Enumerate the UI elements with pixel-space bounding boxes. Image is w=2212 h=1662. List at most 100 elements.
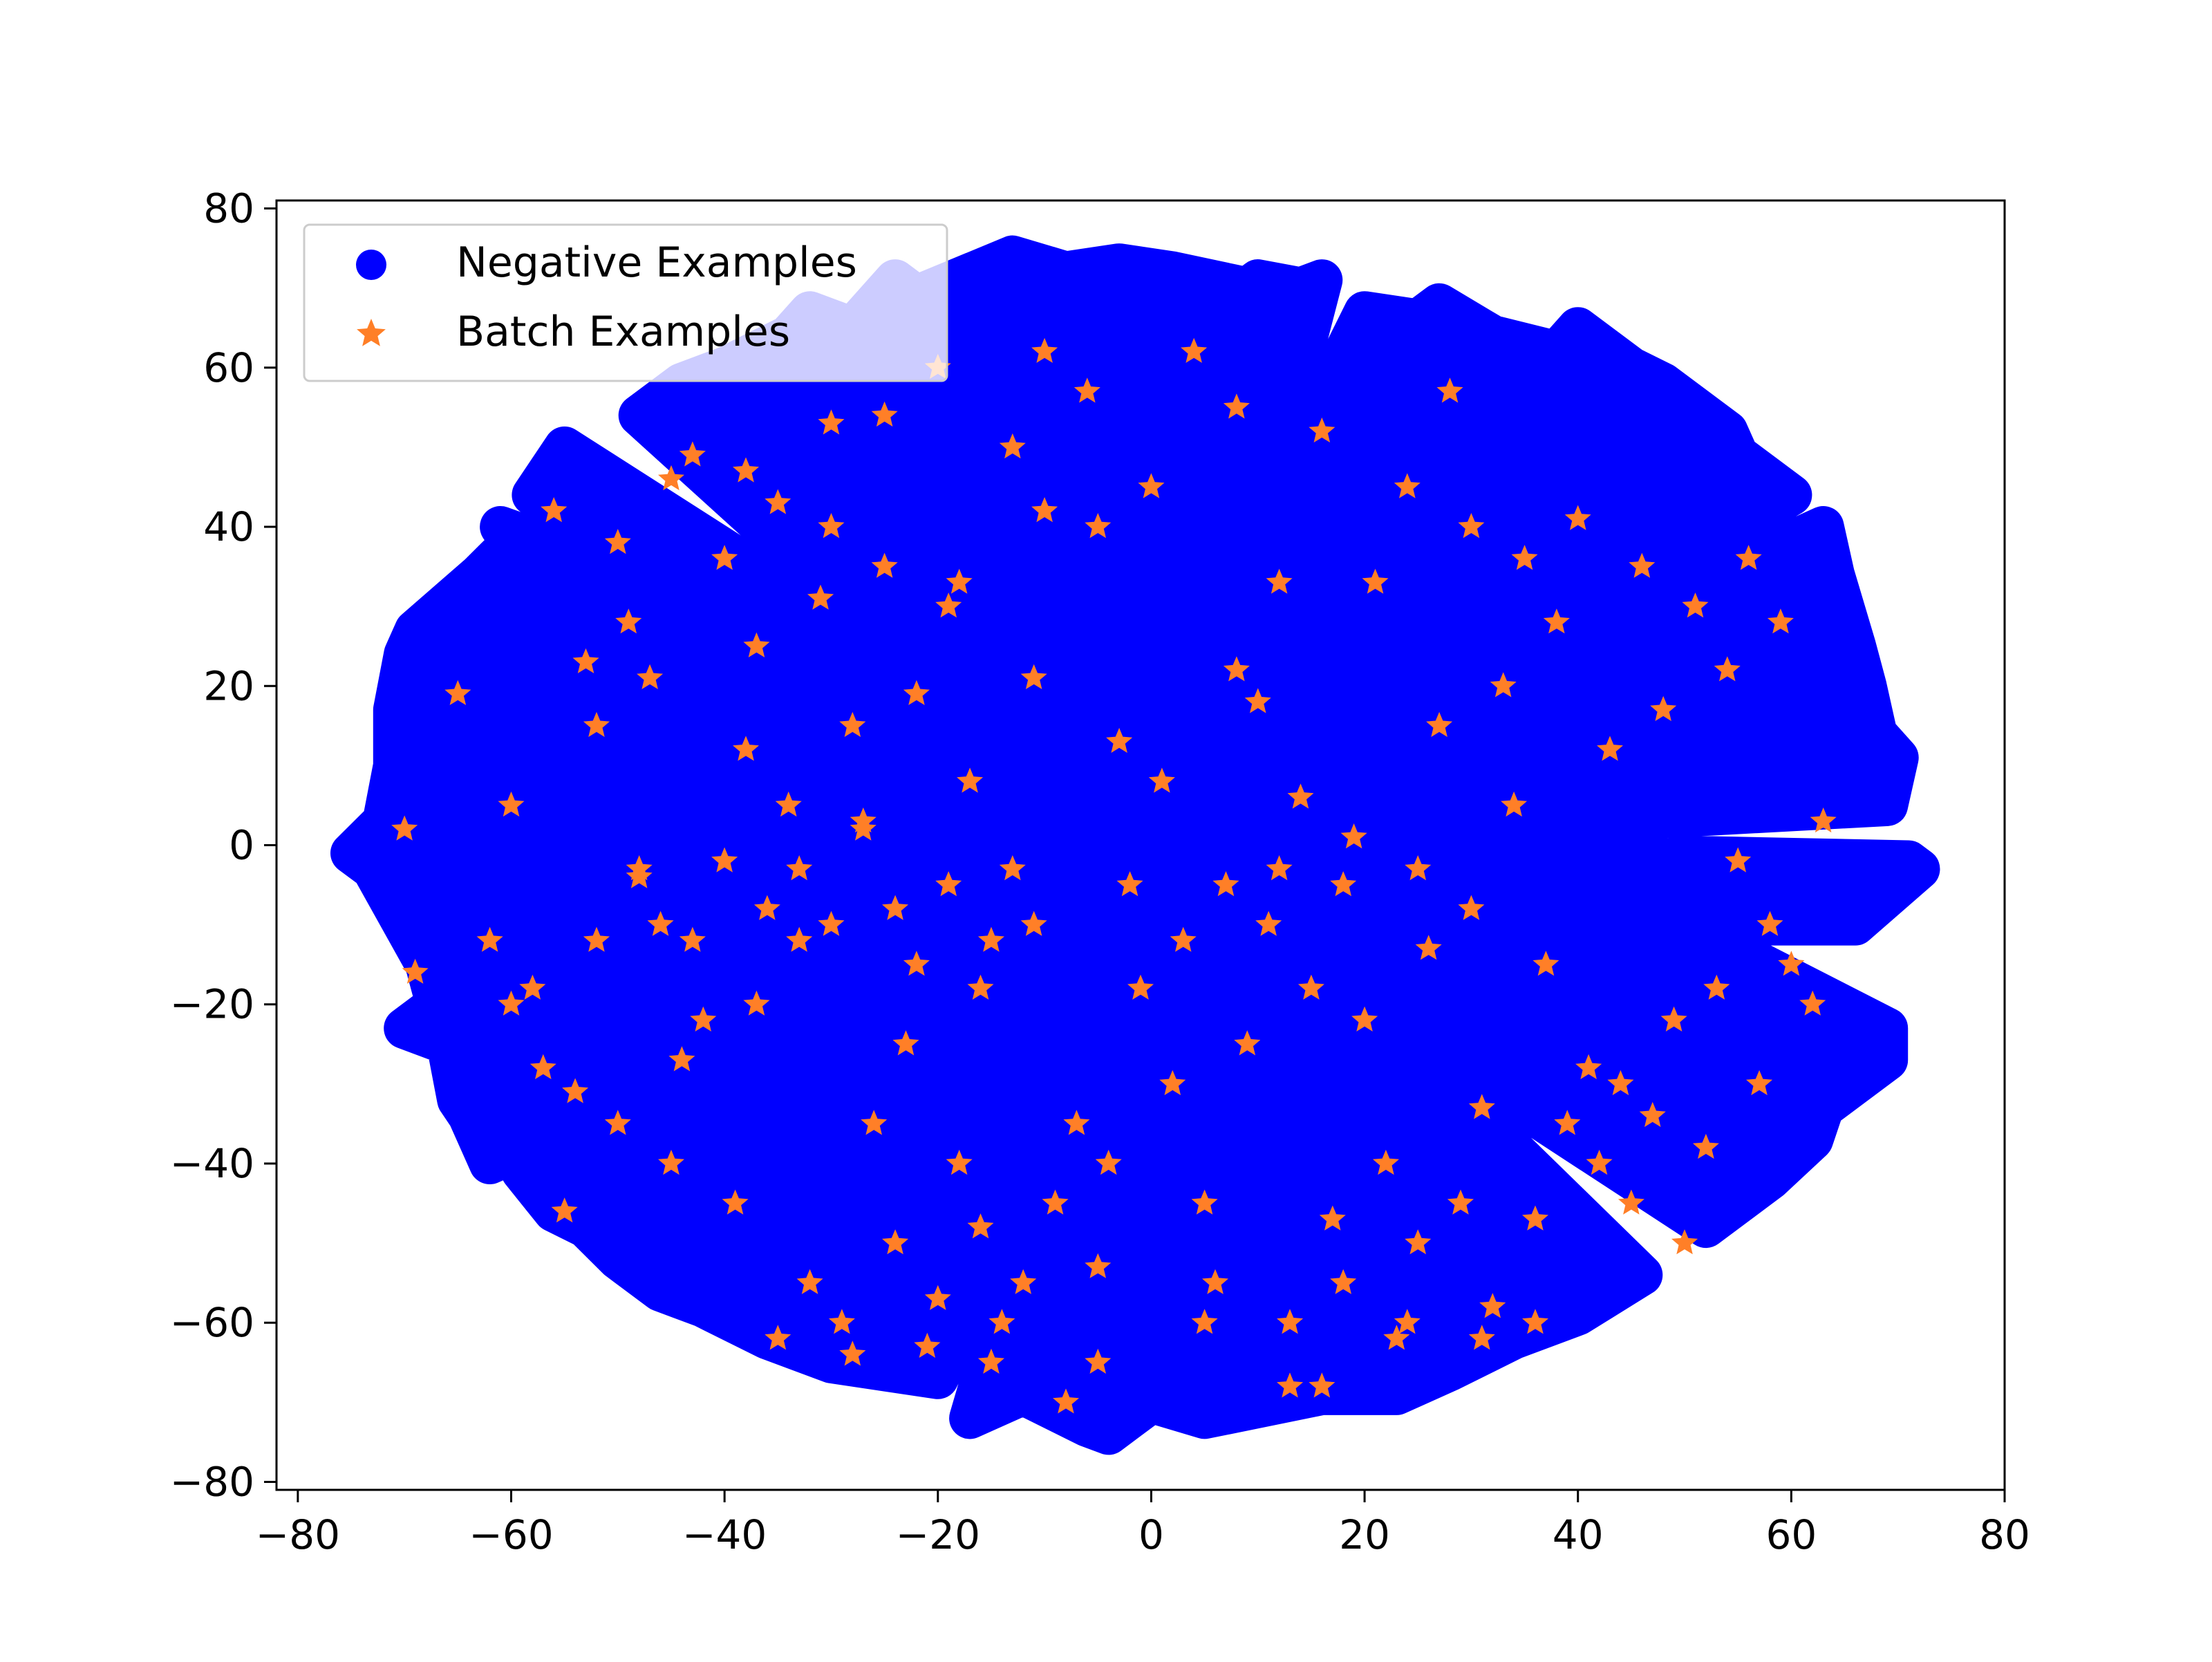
negative-example-point [464,559,495,590]
negative-example-point [1690,1212,1721,1243]
batch-example-point [1458,513,1485,539]
batch-example-point [711,545,738,570]
batch-example-point [1362,568,1389,594]
negative-example-point [1861,718,1892,749]
batch-example-point [1266,568,1293,594]
batch-example-point [1575,1054,1602,1079]
batch-example-point [1106,727,1133,753]
batch-example-point [967,1213,994,1239]
negative-example-point [570,1212,601,1243]
batch-example-point [1650,695,1677,721]
negative-example-point [474,1148,505,1179]
x-tick-label: −80 [256,1511,340,1558]
negative-example-point [1349,989,1380,1020]
batch-example-point [733,736,759,761]
batch-example-point [551,1197,578,1223]
batch-example-point [1116,871,1143,897]
negative-example-point [506,1156,537,1187]
batch-example-point [1031,337,1058,363]
negative-example-point [549,431,580,463]
negative-example-point [421,989,452,1020]
batch-example-point [977,1348,1004,1374]
batch-example-point [914,1332,941,1358]
x-tick-label: 40 [1553,1511,1604,1558]
batch-example-point [1629,552,1656,578]
batch-example-point [1725,847,1752,872]
batch-example-point [935,871,962,897]
batch-example-point [1085,1253,1112,1278]
negative-example-point [1136,830,1167,861]
batch-example-point [1191,1309,1218,1334]
batch-example-point [402,958,429,984]
batch-example-point [818,911,845,936]
y-tick-label: −80 [170,1458,254,1505]
batch-example-point [743,990,770,1016]
negative-example-point [624,400,655,431]
batch-example-point [1468,1094,1495,1119]
batch-example-point [1297,974,1324,1000]
negative-example-point [1104,249,1135,280]
y-tick-label: 40 [203,503,254,550]
batch-example-point [1170,926,1197,952]
negative-example-point [1456,671,1487,702]
batch-example-point [892,1030,919,1056]
negative-example-point [400,615,431,646]
negative-example-point [709,591,740,622]
batch-example-point [1372,1150,1399,1175]
batch-example-point [1085,1348,1112,1374]
legend-marker-batch-examples [357,319,386,346]
batch-example-point [786,926,813,952]
batch-example-point [1234,1030,1261,1056]
batch-example-point [796,1269,823,1294]
batch-example-point [1511,545,1538,570]
negative-example-point [1872,1045,1903,1076]
negative-example-point [378,750,409,781]
x-tick-label: 60 [1765,1511,1817,1558]
batch-example-point [647,911,674,936]
negative-example-point [1627,1260,1658,1291]
y-tick-label: −40 [170,1140,254,1187]
negative-example-point [389,1013,420,1044]
batch-example-point [1255,911,1282,936]
negative-example-point [1723,440,1754,471]
batch-example-point [988,1309,1015,1334]
negative-example-point [357,854,388,884]
batch-example-point [1351,1006,1378,1031]
negative-example-point [496,527,527,558]
batch-example-point [1181,337,1208,363]
batch-example-point [1042,1189,1069,1215]
batch-example-point [1468,1325,1495,1350]
negative-example-point [1712,416,1743,447]
legend: Negative Examples Batch Examples [303,223,948,382]
y-tick-label: 80 [203,185,254,232]
negative-example-point [1499,1323,1530,1354]
legend-label-negative-examples: Negative Examples [456,239,857,287]
batch-example-point [775,791,802,817]
batch-example-point [1703,974,1730,1000]
batch-example-point [1287,783,1314,809]
batch-example-point [604,1110,631,1135]
negative-example-point [816,989,847,1020]
negative-example-point [1797,1124,1828,1155]
batch-example-point [1543,608,1570,634]
negative-example-point [1808,512,1839,542]
batch-example-point [1223,656,1250,682]
batch-example-point [1756,911,1783,936]
batch-example-point [1586,1150,1613,1175]
batch-example-point [1810,807,1837,833]
batch-example-point [1277,1372,1304,1398]
batch-example-point [583,926,610,952]
negative-example-point [1904,854,1935,884]
batch-example-point [1309,417,1335,442]
negative-example-point [1882,742,1913,773]
batch-examples-series [391,337,1837,1414]
batch-example-point [828,1309,855,1334]
y-tick-label: −20 [170,981,254,1028]
batch-example-point [1309,1372,1335,1398]
y-tick-label: 20 [203,662,254,709]
batch-example-point [658,1150,684,1175]
batch-example-point [1735,545,1762,570]
batch-example-point [1383,1325,1410,1350]
negative-example-point [517,480,548,510]
